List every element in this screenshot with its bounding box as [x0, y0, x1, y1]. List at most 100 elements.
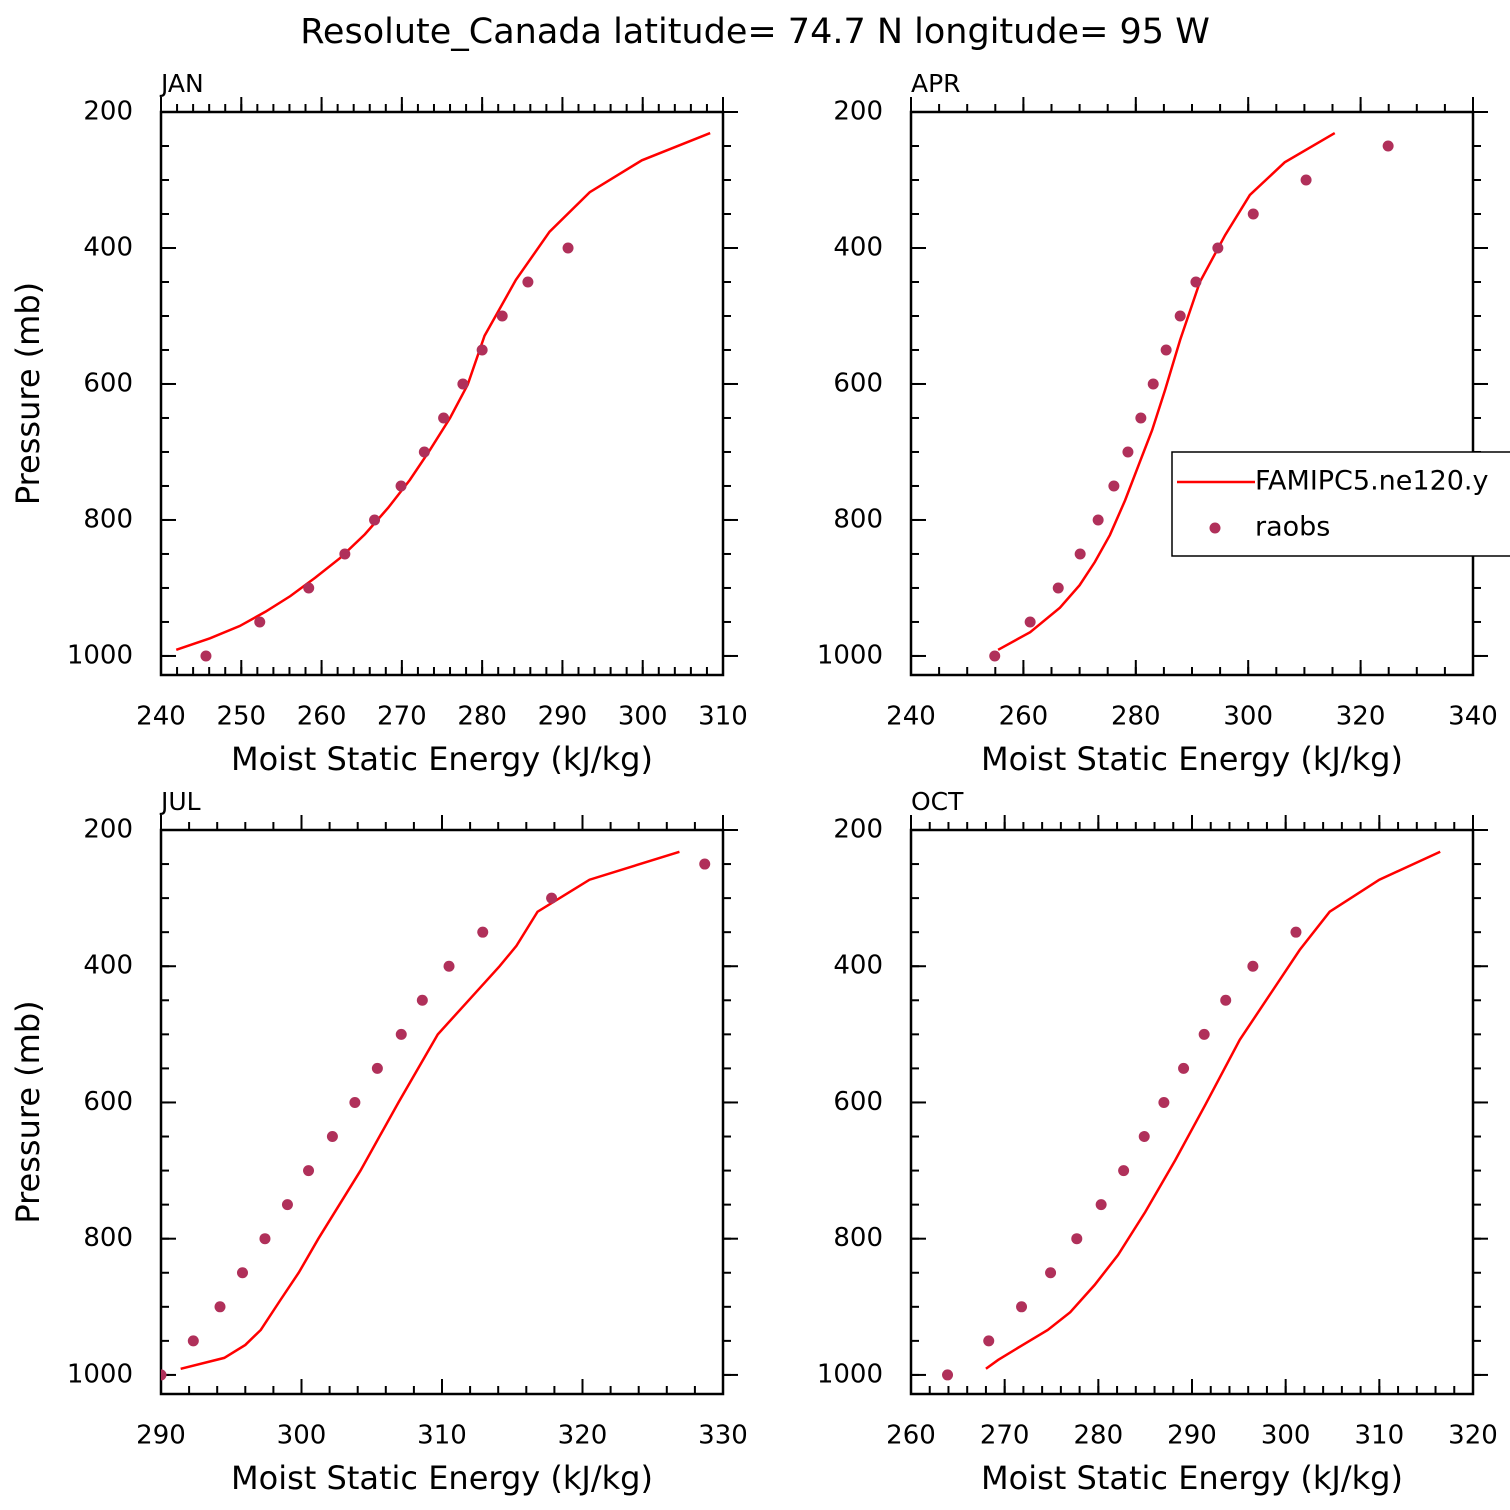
panel: 240 250 260 270 280 290 300 310 200 400 600 800 1000… — [9, 69, 748, 778]
x-tick-label: 320 — [1336, 702, 1386, 732]
x-tick-label: 300 — [618, 702, 668, 732]
x-tick-label: 270 — [377, 702, 427, 732]
obs-point — [457, 378, 469, 390]
obs-point — [214, 1301, 226, 1313]
x-tick-label: 340 — [1448, 702, 1498, 732]
x-tick-label: 290 — [538, 702, 588, 732]
x-axis-label: Moist Static Energy (kJ/kg) — [981, 1459, 1403, 1497]
obs-point — [1190, 276, 1202, 288]
model-line — [175, 131, 711, 652]
obs-point — [546, 892, 558, 904]
plot-frame — [159, 828, 725, 1396]
x-tick-label: 280 — [1111, 702, 1161, 732]
x-tick-label: 290 — [136, 1421, 186, 1451]
x-tick-label: 320 — [558, 1421, 608, 1451]
obs-point — [416, 994, 428, 1006]
obs-point — [1290, 926, 1302, 938]
x-tick-label: 300 — [1261, 1421, 1311, 1451]
obs-point — [1247, 208, 1259, 220]
obs-point — [395, 1028, 407, 1040]
obs-point — [1092, 514, 1104, 526]
x-tick-label: 240 — [886, 702, 936, 732]
y-tick-label: 1000 — [67, 640, 133, 670]
obs-point — [1160, 344, 1172, 356]
panel-title: APR — [911, 69, 961, 98]
panel: 240 260 280 300 320 340 200 400 600 800 1000 APR Moi… — [817, 69, 1510, 778]
x-tick-label: 330 — [698, 1421, 748, 1451]
obs-point — [418, 446, 430, 458]
x-tick-label: 250 — [216, 702, 266, 732]
obs-point — [1135, 412, 1147, 424]
obs-point — [339, 548, 351, 560]
obs-point — [1198, 1028, 1210, 1040]
obs-point — [281, 1199, 293, 1211]
obs-point — [1108, 480, 1120, 492]
y-axis-label: Pressure (mb) — [9, 1000, 47, 1223]
obs-point — [369, 514, 381, 526]
obs-point — [1158, 1096, 1170, 1108]
plot-data — [161, 850, 711, 1381]
obs-point — [349, 1096, 361, 1108]
x-tick-label: 290 — [1167, 1421, 1217, 1451]
obs-point — [1147, 378, 1159, 390]
obs-point — [1074, 548, 1086, 560]
y-tick-label: 800 — [833, 1223, 883, 1253]
obs-point — [1212, 242, 1224, 254]
y-axis-label: Pressure (mb) — [9, 282, 47, 505]
y-tick-label: 200 — [833, 97, 883, 127]
obs-point — [1178, 1062, 1190, 1074]
panel-title: JUL — [159, 787, 201, 816]
y-tick-label: 1000 — [817, 1359, 883, 1389]
x-tick-label: 260 — [886, 1421, 936, 1451]
x-tick-label: 300 — [1223, 702, 1273, 732]
obs-point — [438, 412, 450, 424]
y-tick-label: 800 — [83, 504, 133, 534]
x-tick-label: 260 — [999, 702, 1049, 732]
y-tick-label: 400 — [83, 951, 133, 981]
y-tick-label: 400 — [833, 951, 883, 981]
plot-data — [989, 131, 1394, 662]
y-tick-label: 400 — [833, 232, 883, 262]
plot-data — [175, 131, 711, 662]
model-line — [985, 850, 1441, 1370]
legend-box — [1171, 451, 1510, 557]
obs-point — [303, 1165, 315, 1177]
figure-title: Resolute_Canada latitude= 74.7 N longitu… — [300, 12, 1210, 52]
obs-point — [942, 1369, 954, 1381]
obs-point — [371, 1062, 383, 1074]
obs-point — [259, 1233, 271, 1245]
obs-point — [699, 858, 711, 870]
obs-point — [1174, 310, 1186, 322]
obs-point — [187, 1335, 199, 1347]
x-tick-label: 310 — [1355, 1421, 1405, 1451]
obs-point — [1122, 446, 1134, 458]
obs-point — [303, 582, 315, 594]
y-tick-label: 600 — [833, 1087, 883, 1117]
y-tick-label: 600 — [83, 1087, 133, 1117]
plot-frame — [159, 110, 725, 677]
y-tick-label: 400 — [83, 232, 133, 262]
obs-point — [200, 650, 212, 662]
y-tick-label: 800 — [833, 504, 883, 534]
obs-point — [161, 1369, 167, 1381]
x-tick-label: 310 — [698, 702, 748, 732]
obs-point — [1138, 1131, 1150, 1143]
y-tick-label: 600 — [83, 368, 133, 398]
obs-point — [1118, 1165, 1130, 1177]
x-tick-label: 280 — [1074, 1421, 1124, 1451]
panel-title: JAN — [159, 69, 204, 98]
obs-point — [1095, 1199, 1107, 1211]
legend-label: FAMIPC5.ne120.y — [1255, 466, 1489, 497]
model-line — [997, 131, 1336, 651]
y-tick-label: 200 — [833, 815, 883, 845]
model-line — [180, 850, 680, 1371]
legend: FAMIPC5.ne120.y raobs — [1171, 451, 1510, 557]
plot-data — [942, 850, 1441, 1381]
obs-point — [1052, 582, 1064, 594]
y-tick-label: 600 — [833, 368, 883, 398]
plot-frame — [909, 828, 1475, 1396]
x-tick-label: 260 — [297, 702, 347, 732]
y-tick-label: 200 — [83, 97, 133, 127]
